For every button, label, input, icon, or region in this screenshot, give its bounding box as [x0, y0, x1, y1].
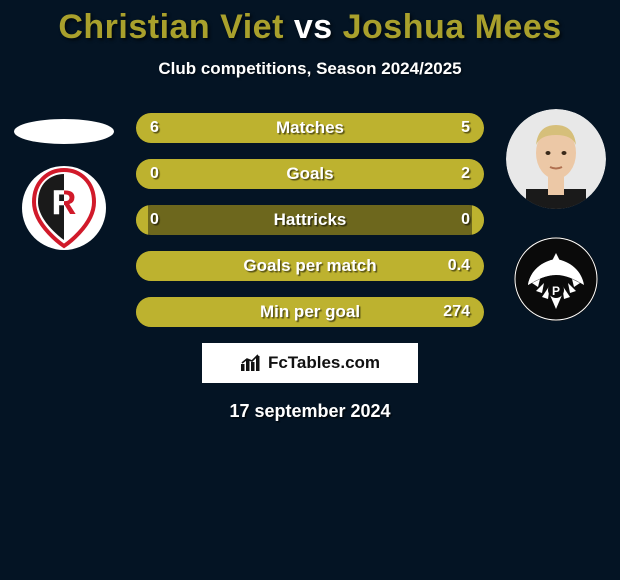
stat-bars: 65Matches 02Goals 00Hattricks 0.4Goals per … [136, 109, 484, 327]
bar-chart-icon [240, 354, 262, 372]
player2-avatar-icon [506, 109, 606, 209]
stat-bar-row: 02Goals [136, 159, 484, 189]
player1-name: Christian Viet [58, 8, 284, 46]
club-logo-regensburg-icon: R R [20, 164, 108, 252]
branding-box[interactable]: FcTables.com [202, 343, 418, 383]
branding-text: FcTables.com [268, 353, 380, 373]
date-text: 17 september 2024 [0, 401, 620, 422]
player2-avatar [506, 109, 606, 209]
stat-bar-row: 0.4Goals per match [136, 251, 484, 281]
player2-club-logo: P [512, 235, 600, 323]
svg-text:P: P [552, 284, 560, 298]
subtitle: Club competitions, Season 2024/2025 [0, 59, 620, 79]
player1-club-logo: R R [20, 164, 108, 252]
stat-bar-row: 65Matches [136, 113, 484, 143]
vs-text: vs [294, 8, 333, 46]
right-column: P [500, 109, 612, 323]
stat-label: Goals [136, 159, 484, 189]
stat-label: Min per goal [136, 297, 484, 327]
stat-bar-row: 274Min per goal [136, 297, 484, 327]
player2-name: Joshua Mees [343, 8, 562, 46]
club-logo-muenster-icon: P [512, 235, 600, 323]
stat-label: Goals per match [136, 251, 484, 281]
comparison-title: Christian Viet vs Joshua Mees [0, 0, 620, 47]
player1-avatar [14, 119, 114, 144]
left-column: R R [8, 109, 120, 252]
stat-bar-row: 00Hattricks [136, 205, 484, 235]
stat-label: Hattricks [136, 205, 484, 235]
stat-label: Matches [136, 113, 484, 143]
comparison-main: R R [0, 109, 620, 327]
